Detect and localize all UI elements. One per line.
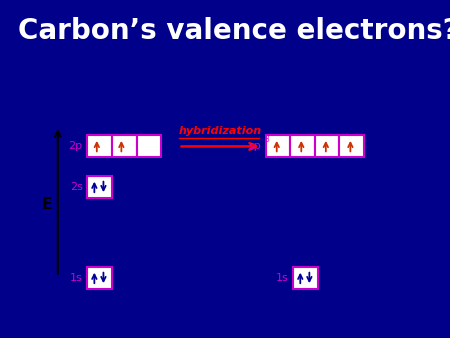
Text: 2s: 2s <box>70 182 83 192</box>
Bar <box>266 136 290 158</box>
Bar <box>137 136 161 158</box>
Text: 1s: 1s <box>276 273 288 283</box>
Bar <box>87 136 112 158</box>
Bar <box>315 136 339 158</box>
Bar <box>87 267 112 289</box>
Text: E: E <box>42 197 52 212</box>
Text: sp: sp <box>248 141 261 151</box>
Text: 1s: 1s <box>70 273 83 283</box>
Bar <box>293 267 318 289</box>
Text: 3: 3 <box>264 135 269 144</box>
Text: 2p: 2p <box>68 141 83 151</box>
Bar <box>87 176 112 198</box>
Text: hybridization: hybridization <box>179 126 262 136</box>
Bar <box>112 136 137 158</box>
Bar <box>339 136 364 158</box>
Text: Carbon’s valence electrons?: Carbon’s valence electrons? <box>18 17 450 45</box>
Bar <box>290 136 315 158</box>
